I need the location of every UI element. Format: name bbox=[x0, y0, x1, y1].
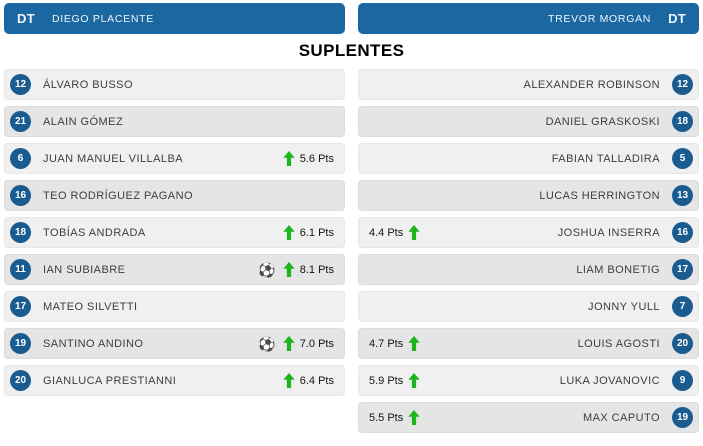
points-group: ⚽ 7.0 Pts bbox=[256, 336, 334, 351]
player-points: 5.6 Pts bbox=[299, 152, 334, 165]
player-points: 6.1 Pts bbox=[299, 226, 334, 239]
up-arrow-icon bbox=[408, 225, 420, 240]
up-arrow-icon bbox=[283, 225, 295, 240]
player-name: DANIEL GRASKOSKI bbox=[545, 115, 660, 128]
soccer-ball-icon: ⚽ bbox=[258, 335, 276, 352]
player-name: JUAN MANUEL VILLALBA bbox=[43, 152, 184, 165]
player-name: ALAIN GÓMEZ bbox=[43, 115, 124, 128]
points-group: 6.4 Pts bbox=[283, 373, 334, 388]
coach-name-left: DIEGO PLACENTE bbox=[51, 12, 154, 25]
coach-headers: DT DIEGO PLACENTE TREVOR MORGAN DT bbox=[0, 0, 703, 34]
player-number-badge: 16 bbox=[672, 222, 693, 243]
player-number-badge: 9 bbox=[672, 370, 693, 391]
player-number-badge: 18 bbox=[672, 111, 693, 132]
coach-name-right: TREVOR MORGAN bbox=[548, 12, 652, 25]
player-name: LUCAS HERRINGTON bbox=[539, 189, 660, 202]
player-number-badge: 13 bbox=[672, 185, 693, 206]
player-row[interactable]: 12 ÁLVARO BUSSO bbox=[4, 69, 345, 100]
up-arrow-icon bbox=[408, 410, 420, 425]
player-points: 8.1 Pts bbox=[299, 263, 334, 276]
player-points: 5.5 Pts bbox=[369, 411, 404, 424]
player-number-badge: 16 bbox=[10, 185, 31, 206]
player-row[interactable]: 12 ALEXANDER ROBINSON bbox=[358, 69, 699, 100]
player-name: LOUIS AGOSTI bbox=[577, 337, 660, 350]
player-number-badge: 21 bbox=[10, 111, 31, 132]
player-number-badge: 19 bbox=[672, 407, 693, 428]
points-group: 6.1 Pts bbox=[283, 225, 334, 240]
dt-label-right: DT bbox=[668, 11, 686, 26]
player-name: ALEXANDER ROBINSON bbox=[523, 78, 660, 91]
player-name: SANTINO ANDINO bbox=[43, 337, 144, 350]
player-points: 4.4 Pts bbox=[369, 226, 404, 239]
player-row[interactable]: 13 LUCAS HERRINGTON bbox=[358, 180, 699, 211]
player-row[interactable]: 16 TEO RODRÍGUEZ PAGANO bbox=[4, 180, 345, 211]
player-row[interactable]: 16 JOSHUA INSERRA 4.4 Pts bbox=[358, 217, 699, 248]
player-row[interactable]: 5 FABIAN TALLADIRA bbox=[358, 143, 699, 174]
left-list: 12 ÁLVARO BUSSO 21 ALAIN GÓMEZ 6 JUAN MA… bbox=[4, 69, 345, 433]
player-number-badge: 20 bbox=[10, 370, 31, 391]
player-row[interactable]: 21 ALAIN GÓMEZ bbox=[4, 106, 345, 137]
player-name: LUKA JOVANOVIC bbox=[559, 374, 660, 387]
up-arrow-icon bbox=[283, 151, 295, 166]
player-number-badge: 11 bbox=[10, 259, 31, 280]
player-name: MAX CAPUTO bbox=[582, 411, 660, 424]
player-name: ÁLVARO BUSSO bbox=[43, 78, 133, 91]
points-group: ⚽ 8.1 Pts bbox=[256, 262, 334, 277]
player-name: IAN SUBIABRE bbox=[43, 263, 126, 276]
soccer-ball-icon: ⚽ bbox=[258, 261, 276, 278]
player-name: TEO RODRÍGUEZ PAGANO bbox=[43, 189, 193, 202]
player-row[interactable]: 11 IAN SUBIABRE ⚽ 8.1 Pts bbox=[4, 254, 345, 285]
up-arrow-icon bbox=[408, 336, 420, 351]
points-group: 4.4 Pts bbox=[369, 225, 420, 240]
player-name: JOSHUA INSERRA bbox=[557, 226, 660, 239]
points-group: 5.5 Pts bbox=[369, 410, 420, 425]
player-number-badge: 18 bbox=[10, 222, 31, 243]
player-number-badge: 6 bbox=[10, 148, 31, 169]
player-points: 5.9 Pts bbox=[369, 374, 404, 387]
player-number-badge: 17 bbox=[10, 296, 31, 317]
player-number-badge: 12 bbox=[10, 74, 31, 95]
player-row[interactable]: 7 JONNY YULL bbox=[358, 291, 699, 322]
player-name: GIANLUCA PRESTIANNI bbox=[43, 374, 177, 387]
player-row[interactable]: 17 LIAM BONETIG bbox=[358, 254, 699, 285]
player-number-badge: 5 bbox=[672, 148, 693, 169]
coach-bar-right: TREVOR MORGAN DT bbox=[358, 3, 699, 34]
player-row[interactable]: 20 GIANLUCA PRESTIANNI 6.4 Pts bbox=[4, 365, 345, 396]
player-row[interactable]: 19 SANTINO ANDINO ⚽ 7.0 Pts bbox=[4, 328, 345, 359]
player-number-badge: 19 bbox=[10, 333, 31, 354]
player-number-badge: 20 bbox=[672, 333, 693, 354]
points-group: 4.7 Pts bbox=[369, 336, 420, 351]
player-number-badge: 17 bbox=[672, 259, 693, 280]
up-arrow-icon bbox=[283, 336, 295, 351]
player-name: TOBÍAS ANDRADA bbox=[43, 226, 146, 239]
player-name: JONNY YULL bbox=[588, 300, 660, 313]
player-name: FABIAN TALLADIRA bbox=[551, 152, 660, 165]
up-arrow-icon bbox=[283, 262, 295, 277]
player-row[interactable]: 20 LOUIS AGOSTI 4.7 Pts bbox=[358, 328, 699, 359]
points-group: 5.9 Pts bbox=[369, 373, 420, 388]
dt-label-left: DT bbox=[17, 11, 35, 26]
up-arrow-icon bbox=[408, 373, 420, 388]
right-list: 12 ALEXANDER ROBINSON 18 DANIEL GRASKOSK… bbox=[358, 69, 699, 433]
player-name: LIAM BONETIG bbox=[576, 263, 660, 276]
player-points: 7.0 Pts bbox=[299, 337, 334, 350]
player-row[interactable]: 18 TOBÍAS ANDRADA 6.1 Pts bbox=[4, 217, 345, 248]
player-row[interactable]: 19 MAX CAPUTO 5.5 Pts bbox=[358, 402, 699, 433]
player-row[interactable]: 17 MATEO SILVETTI bbox=[4, 291, 345, 322]
page-title: SUPLENTES bbox=[298, 41, 405, 60]
player-number-badge: 12 bbox=[672, 74, 693, 95]
player-row[interactable]: 18 DANIEL GRASKOSKI bbox=[358, 106, 699, 137]
player-name: MATEO SILVETTI bbox=[43, 300, 138, 313]
player-points: 6.4 Pts bbox=[299, 374, 334, 387]
player-number-badge: 7 bbox=[672, 296, 693, 317]
up-arrow-icon bbox=[283, 373, 295, 388]
substitute-columns: 12 ÁLVARO BUSSO 21 ALAIN GÓMEZ 6 JUAN MA… bbox=[0, 69, 703, 433]
player-row[interactable]: 9 LUKA JOVANOVIC 5.9 Pts bbox=[358, 365, 699, 396]
points-group: 5.6 Pts bbox=[283, 151, 334, 166]
coach-bar-left: DT DIEGO PLACENTE bbox=[4, 3, 345, 34]
player-points: 4.7 Pts bbox=[369, 337, 404, 350]
player-row[interactable]: 6 JUAN MANUEL VILLALBA 5.6 Pts bbox=[4, 143, 345, 174]
